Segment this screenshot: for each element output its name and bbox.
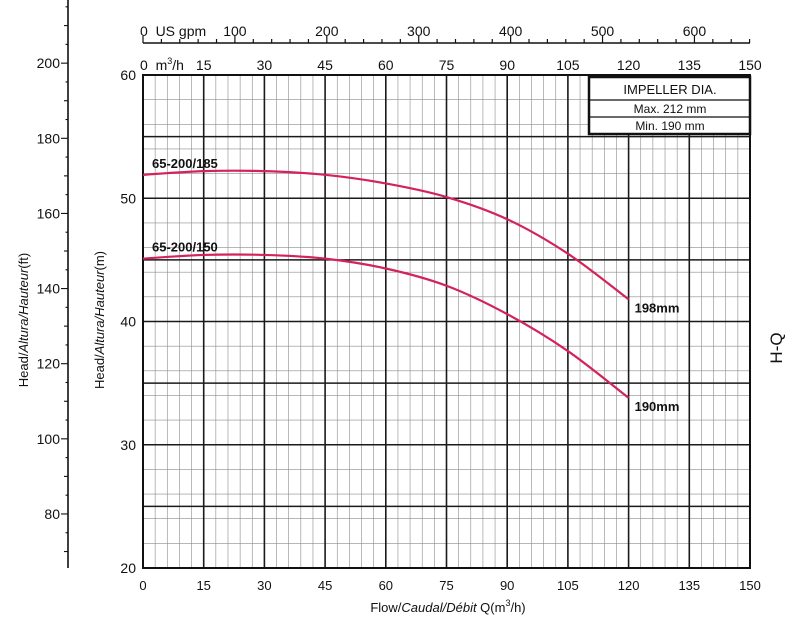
x-tick-label: 0 xyxy=(139,578,146,593)
y-ft-tick-label: 160 xyxy=(37,205,61,221)
impeller-legend-frame xyxy=(587,75,752,136)
y-m-tick-label: 40 xyxy=(120,314,136,330)
impeller-legend-max: Max. 212 mm xyxy=(634,102,707,116)
us-gpm-tick-label: 400 xyxy=(499,23,523,39)
y-m-tick-label: 30 xyxy=(120,437,136,453)
x-tick-label: 75 xyxy=(439,578,453,593)
y-m-tick-label: 60 xyxy=(120,67,136,83)
m3h-tick-label: 120 xyxy=(617,57,641,73)
us-gpm-axis: 100 200 300 400 500 600 xyxy=(142,23,751,44)
curve-name-label: 65-200/150 xyxy=(152,240,218,255)
meter-axis-ticks: 20 30 40 50 60 xyxy=(120,67,136,576)
us-gpm-tick-label: 500 xyxy=(591,23,615,39)
m3h-tick-label: 60 xyxy=(378,57,394,73)
x-tick-label: 150 xyxy=(739,578,761,593)
us-gpm-tick-label: 100 xyxy=(223,23,247,39)
x-axis-bottom-ticks: 0 15 30 45 60 75 90 105 120 135 150 xyxy=(139,578,760,593)
m3h-tick-label: 105 xyxy=(556,57,580,73)
m3h-axis-label: 0 m3/h xyxy=(140,56,184,73)
y-ft-tick-label: 120 xyxy=(37,356,61,372)
y-m-tick-label: 50 xyxy=(120,190,136,206)
y-ft-tick-label: 100 xyxy=(37,431,61,447)
x-tick-label: 60 xyxy=(379,578,393,593)
us-gpm-tick-label: 200 xyxy=(315,23,339,39)
pump-curves: 65-200/185 198mm 65-200/150 190mm xyxy=(142,156,680,414)
y-ft-tick-label: 180 xyxy=(37,130,61,146)
y-axis-ft-title: Head/Altura/Hauteur(ft) xyxy=(16,253,31,387)
curve-end-label: 190mm xyxy=(635,399,680,414)
y-ft-tick-label: 80 xyxy=(44,506,60,522)
us-gpm-tick-label: 300 xyxy=(407,23,431,39)
curve-name-label: 65-200/185 xyxy=(152,156,218,171)
x-axis-title: Flow/Caudal/Débit Q(m3/h) xyxy=(370,598,525,615)
m3h-tick-label: 15 xyxy=(196,57,212,73)
impeller-legend: IMPELLER DIA. Max. 212 mm Min. 190 mm xyxy=(587,75,752,136)
curve-end-label: 198mm xyxy=(635,300,680,315)
us-gpm-tick-label: 600 xyxy=(683,23,707,39)
x-tick-label: 135 xyxy=(678,578,700,593)
chart-title: H-Q xyxy=(767,332,786,363)
x-tick-label: 120 xyxy=(618,578,640,593)
x-tick-label: 105 xyxy=(557,578,579,593)
curve-65-200-185 xyxy=(142,169,630,301)
x-tick-label: 45 xyxy=(318,578,332,593)
m3h-tick-label: 90 xyxy=(499,57,515,73)
x-tick-label: 90 xyxy=(500,578,514,593)
x-tick-label: 15 xyxy=(196,578,210,593)
x-axis-top-ticks: 15 30 45 60 75 90 105 120 135 150 xyxy=(143,57,762,76)
m3h-tick-label: 135 xyxy=(678,57,702,73)
m3h-tick-label: 45 xyxy=(317,57,333,73)
m3h-tick-label: 75 xyxy=(439,57,455,73)
y-axis-m-title: Head/Altura/Hauteur(m) xyxy=(92,251,107,389)
us-gpm-axis-label: 0 US gpm xyxy=(140,23,206,39)
m3h-tick-label: 150 xyxy=(738,57,762,73)
feet-axis: 80100120140160180200220 xyxy=(37,0,69,568)
x-tick-label: 30 xyxy=(257,578,271,593)
curve-65-200-150 xyxy=(142,253,630,399)
y-m-tick-label: 20 xyxy=(120,560,136,576)
m3h-tick-label: 30 xyxy=(257,57,273,73)
y-ft-tick-label: 200 xyxy=(37,55,61,71)
impeller-legend-title: IMPELLER DIA. xyxy=(623,82,716,97)
impeller-legend-min: Min. 190 mm xyxy=(635,119,704,133)
y-ft-tick-label: 140 xyxy=(37,281,61,297)
